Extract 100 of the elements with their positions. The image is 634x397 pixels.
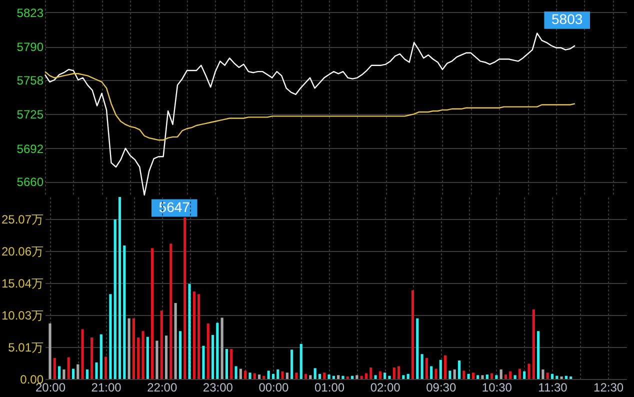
bar xyxy=(318,374,322,379)
bar xyxy=(72,368,75,379)
bar xyxy=(244,370,247,379)
bar xyxy=(374,375,377,379)
bar xyxy=(467,374,470,379)
x-tick-label: 11:30 xyxy=(538,380,568,394)
bar xyxy=(206,323,210,379)
bar xyxy=(53,358,56,379)
bar xyxy=(239,368,242,379)
bar xyxy=(272,374,275,379)
bar xyxy=(137,337,140,379)
x-tick-label: 01:00 xyxy=(314,380,345,394)
bar xyxy=(556,376,558,379)
bar xyxy=(156,340,158,379)
bar xyxy=(164,336,168,379)
bar xyxy=(286,372,288,379)
bar xyxy=(518,368,521,379)
bar xyxy=(86,369,89,379)
bar xyxy=(170,244,172,379)
bar xyxy=(434,368,438,379)
bar xyxy=(350,376,354,379)
bar xyxy=(216,322,219,379)
bar xyxy=(225,348,228,379)
bar xyxy=(332,376,335,379)
y-tick-label: 5.01万 xyxy=(8,340,44,355)
bar xyxy=(444,355,447,379)
bar xyxy=(76,364,80,379)
bar xyxy=(248,372,252,379)
bar xyxy=(132,318,136,379)
y-tick-label: 15.04万 xyxy=(1,276,44,290)
bar xyxy=(202,346,205,379)
bar xyxy=(411,290,414,379)
bar xyxy=(360,376,363,379)
bar xyxy=(564,376,568,379)
bar xyxy=(542,369,544,379)
bar xyxy=(392,368,396,379)
bar xyxy=(118,197,122,379)
y-tick-label: 25.07万 xyxy=(1,212,44,226)
bar xyxy=(258,374,261,379)
x-tick-label: 12:30 xyxy=(594,380,624,394)
bar xyxy=(151,248,154,379)
y-tick-label: 5790 xyxy=(16,40,44,54)
bar xyxy=(300,344,302,379)
bar xyxy=(128,318,130,379)
bar xyxy=(378,371,382,379)
bar xyxy=(504,374,508,379)
bar xyxy=(532,309,535,379)
bar xyxy=(458,360,461,379)
bar xyxy=(160,310,163,379)
x-tick-label: 22:00 xyxy=(147,380,178,394)
bar xyxy=(462,370,466,379)
bar xyxy=(481,375,484,379)
bar xyxy=(62,369,66,379)
bar xyxy=(476,375,480,379)
bar xyxy=(425,358,428,379)
bar xyxy=(384,372,386,379)
bar xyxy=(230,348,233,379)
bar xyxy=(309,375,312,379)
bar xyxy=(550,374,554,379)
bar xyxy=(178,331,182,379)
bar xyxy=(453,369,456,379)
annotation: 5647 xyxy=(158,199,190,215)
bar xyxy=(486,374,488,379)
x-tick-label: 23:00 xyxy=(202,380,234,394)
bar xyxy=(406,374,410,379)
y-tick-label: 5660 xyxy=(16,175,44,190)
bar xyxy=(114,219,116,379)
bar xyxy=(570,376,572,379)
bar xyxy=(262,376,266,379)
bar xyxy=(500,369,502,379)
y-tick-label: 5725 xyxy=(16,108,44,122)
bar xyxy=(192,292,196,379)
line-series xyxy=(44,32,576,196)
bar xyxy=(253,373,256,379)
bar xyxy=(142,331,144,379)
y-tick-label: 10.03万 xyxy=(1,308,44,322)
bar xyxy=(146,336,149,379)
bar xyxy=(356,375,358,379)
bar xyxy=(416,318,419,379)
bar xyxy=(104,356,108,379)
bar xyxy=(397,366,400,379)
line-series xyxy=(44,70,576,141)
bar xyxy=(81,329,84,379)
bar xyxy=(67,357,70,379)
bar xyxy=(546,372,549,379)
bar xyxy=(95,362,98,379)
bar xyxy=(342,376,344,379)
bar xyxy=(509,371,512,379)
bar xyxy=(528,364,530,379)
y-tick-label: 5758 xyxy=(16,73,44,88)
bar xyxy=(123,246,126,379)
bar xyxy=(184,217,186,379)
bar xyxy=(211,334,214,379)
bar xyxy=(188,284,191,379)
bar xyxy=(560,376,563,379)
bar xyxy=(281,371,284,379)
bar xyxy=(420,354,424,379)
bar xyxy=(295,372,298,379)
y-tick-label: 20.06万 xyxy=(1,244,44,258)
bar xyxy=(90,337,94,379)
